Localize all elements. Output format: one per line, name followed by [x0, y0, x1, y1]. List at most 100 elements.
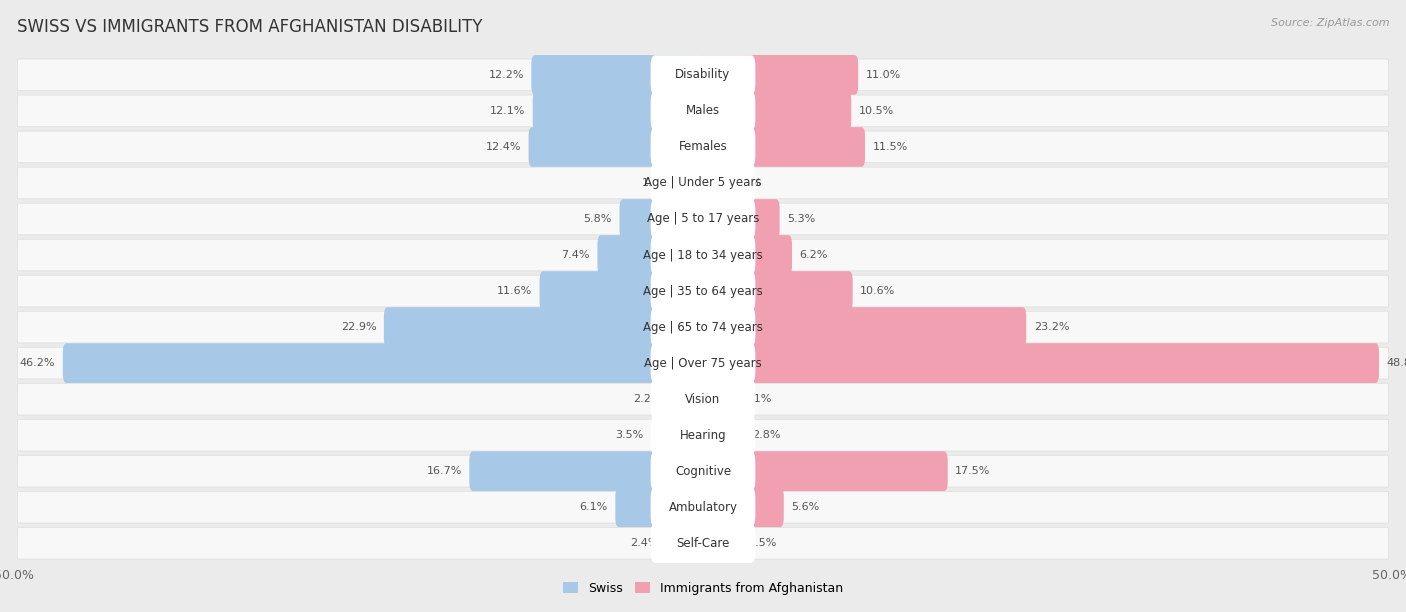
FancyBboxPatch shape [63, 343, 707, 383]
Text: 2.4%: 2.4% [630, 538, 659, 548]
FancyBboxPatch shape [699, 91, 851, 131]
Text: 5.8%: 5.8% [583, 214, 612, 224]
Text: Self-Care: Self-Care [676, 537, 730, 550]
FancyBboxPatch shape [699, 55, 858, 95]
FancyBboxPatch shape [651, 343, 755, 382]
Text: Age | 18 to 34 years: Age | 18 to 34 years [643, 248, 763, 261]
Text: Ambulatory: Ambulatory [668, 501, 738, 513]
Text: Age | Under 5 years: Age | Under 5 years [644, 176, 762, 190]
Text: Age | 35 to 64 years: Age | 35 to 64 years [643, 285, 763, 297]
Text: 22.9%: 22.9% [340, 322, 377, 332]
Text: 2.8%: 2.8% [752, 430, 782, 440]
FancyBboxPatch shape [699, 451, 948, 491]
FancyBboxPatch shape [17, 59, 1389, 91]
FancyBboxPatch shape [17, 275, 1389, 307]
FancyBboxPatch shape [17, 239, 1389, 271]
Text: Age | Over 75 years: Age | Over 75 years [644, 357, 762, 370]
FancyBboxPatch shape [17, 528, 1389, 559]
FancyBboxPatch shape [699, 127, 865, 167]
FancyBboxPatch shape [651, 379, 755, 419]
Text: 5.3%: 5.3% [787, 214, 815, 224]
FancyBboxPatch shape [17, 383, 1389, 415]
FancyBboxPatch shape [651, 272, 755, 311]
FancyBboxPatch shape [17, 167, 1389, 199]
Text: Males: Males [686, 105, 720, 118]
FancyBboxPatch shape [651, 236, 755, 275]
FancyBboxPatch shape [651, 416, 707, 455]
Legend: Swiss, Immigrants from Afghanistan: Swiss, Immigrants from Afghanistan [558, 577, 848, 600]
FancyBboxPatch shape [700, 526, 740, 561]
Text: 12.1%: 12.1% [489, 106, 526, 116]
FancyBboxPatch shape [699, 235, 792, 275]
FancyBboxPatch shape [470, 451, 707, 491]
FancyBboxPatch shape [651, 55, 755, 94]
Text: Vision: Vision [685, 393, 721, 406]
FancyBboxPatch shape [651, 127, 755, 166]
Text: 48.8%: 48.8% [1386, 358, 1406, 368]
Text: 7.4%: 7.4% [561, 250, 591, 260]
Text: 46.2%: 46.2% [20, 358, 55, 368]
FancyBboxPatch shape [17, 95, 1389, 127]
FancyBboxPatch shape [529, 127, 707, 167]
Text: 6.1%: 6.1% [579, 502, 607, 512]
Text: Disability: Disability [675, 69, 731, 81]
FancyBboxPatch shape [699, 199, 779, 239]
FancyBboxPatch shape [651, 307, 755, 346]
FancyBboxPatch shape [17, 131, 1389, 163]
Text: Hearing: Hearing [679, 428, 727, 442]
FancyBboxPatch shape [17, 419, 1389, 451]
FancyBboxPatch shape [533, 91, 707, 131]
Text: Cognitive: Cognitive [675, 465, 731, 478]
FancyBboxPatch shape [699, 307, 1026, 347]
FancyBboxPatch shape [17, 347, 1389, 379]
FancyBboxPatch shape [651, 524, 755, 563]
Text: Age | 65 to 74 years: Age | 65 to 74 years [643, 321, 763, 334]
Text: Age | 5 to 17 years: Age | 5 to 17 years [647, 212, 759, 225]
FancyBboxPatch shape [651, 488, 755, 527]
Text: 2.5%: 2.5% [748, 538, 778, 548]
Text: 12.4%: 12.4% [485, 142, 522, 152]
Text: 10.5%: 10.5% [859, 106, 894, 116]
Text: 0.91%: 0.91% [727, 178, 762, 188]
FancyBboxPatch shape [679, 168, 704, 198]
FancyBboxPatch shape [699, 343, 1379, 383]
FancyBboxPatch shape [17, 455, 1389, 487]
FancyBboxPatch shape [651, 416, 755, 455]
FancyBboxPatch shape [651, 163, 755, 203]
FancyBboxPatch shape [702, 170, 717, 196]
Text: 1.6%: 1.6% [641, 178, 669, 188]
Text: 11.5%: 11.5% [873, 142, 908, 152]
Text: 11.0%: 11.0% [866, 70, 901, 80]
FancyBboxPatch shape [17, 491, 1389, 523]
Text: Source: ZipAtlas.com: Source: ZipAtlas.com [1271, 18, 1389, 28]
FancyBboxPatch shape [17, 203, 1389, 235]
FancyBboxPatch shape [651, 452, 755, 491]
Text: Females: Females [679, 140, 727, 154]
Text: 16.7%: 16.7% [426, 466, 461, 476]
FancyBboxPatch shape [700, 417, 745, 453]
Text: 2.1%: 2.1% [742, 394, 772, 404]
FancyBboxPatch shape [671, 382, 706, 416]
FancyBboxPatch shape [651, 200, 755, 239]
FancyBboxPatch shape [17, 312, 1389, 343]
FancyBboxPatch shape [699, 271, 852, 311]
FancyBboxPatch shape [620, 199, 707, 239]
FancyBboxPatch shape [668, 526, 706, 561]
Text: 23.2%: 23.2% [1033, 322, 1069, 332]
FancyBboxPatch shape [616, 487, 707, 527]
FancyBboxPatch shape [598, 235, 707, 275]
FancyBboxPatch shape [700, 382, 734, 416]
Text: 12.2%: 12.2% [488, 70, 524, 80]
Text: 3.5%: 3.5% [616, 430, 644, 440]
FancyBboxPatch shape [531, 55, 707, 95]
FancyBboxPatch shape [384, 307, 707, 347]
Text: 10.6%: 10.6% [860, 286, 896, 296]
Text: SWISS VS IMMIGRANTS FROM AFGHANISTAN DISABILITY: SWISS VS IMMIGRANTS FROM AFGHANISTAN DIS… [17, 18, 482, 36]
Text: 6.2%: 6.2% [800, 250, 828, 260]
Text: 17.5%: 17.5% [955, 466, 991, 476]
Text: 5.6%: 5.6% [792, 502, 820, 512]
FancyBboxPatch shape [540, 271, 707, 311]
Text: 11.6%: 11.6% [496, 286, 531, 296]
FancyBboxPatch shape [699, 487, 783, 527]
FancyBboxPatch shape [651, 91, 755, 130]
